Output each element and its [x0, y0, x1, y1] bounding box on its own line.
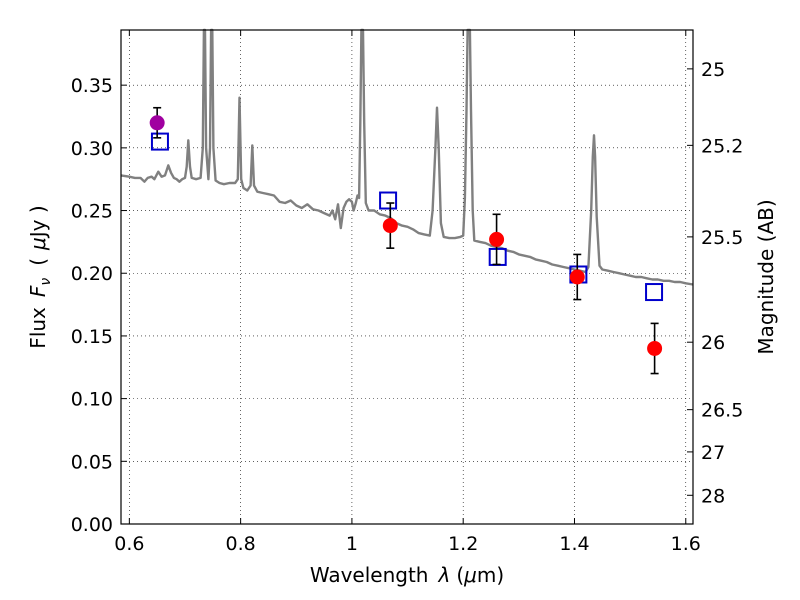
observed-point [149, 115, 165, 131]
observed-point [647, 340, 663, 356]
x-axis-title: Wavelength λ (μm) [310, 563, 504, 587]
y-tick-label: 0.35 [71, 75, 113, 97]
y2-tick-label: 26.5 [701, 400, 743, 422]
y2-axis-title: Magnitude (AB) [754, 199, 778, 354]
observed-point [382, 218, 398, 234]
x-tick-label: 1.4 [559, 533, 589, 555]
y-tick-label: 0.30 [71, 138, 113, 160]
y2-tick-label: 26 [701, 332, 725, 354]
y2-tick-label: 25.5 [701, 227, 743, 249]
spectrum-layer [120, 28, 694, 286]
x-tick-label: 0.6 [114, 533, 144, 555]
y2-tick-labels: 25 25.2 25.5 26 26.5 27 28 [701, 59, 743, 507]
x-tick-label: 1.6 [671, 533, 701, 555]
y-tick-labels: 0.00 0.05 0.10 0.15 0.20 0.25 0.30 0.35 [71, 75, 113, 536]
y2-tick-label: 25.2 [701, 135, 743, 157]
y2-tick-label: 25 [701, 59, 725, 81]
model-photometry-square [379, 191, 398, 210]
plot-frame [120, 29, 694, 525]
y-tick-label: 0.05 [71, 451, 113, 473]
model-photometry-layer [150, 132, 664, 302]
y-tick-label: 0.00 [71, 514, 113, 536]
y2-tick-label: 28 [701, 485, 725, 507]
y-tick-label: 0.20 [71, 263, 113, 285]
observed-points-layer [149, 115, 663, 356]
y2-tick-label: 27 [701, 442, 725, 464]
x-tick-label: 1.2 [448, 533, 478, 555]
y-tick-label: 0.25 [71, 201, 113, 223]
x-tick-labels: 0.6 0.8 1 1.2 1.4 1.6 [114, 533, 701, 555]
model-photometry-square [488, 247, 507, 266]
tick-marks [121, 30, 693, 525]
observed-point [489, 231, 505, 247]
x-tick-label: 1 [346, 533, 358, 555]
y-axis-title: FluxFν(μJy ) [26, 205, 54, 348]
x-tick-label: 0.8 [226, 533, 256, 555]
model-photometry-square [645, 283, 664, 302]
observed-point [569, 269, 585, 285]
y-tick-label: 0.10 [71, 389, 113, 411]
spectrum-line [120, 28, 694, 286]
y-tick-label: 0.15 [71, 326, 113, 348]
model-photometry-square [150, 132, 169, 151]
